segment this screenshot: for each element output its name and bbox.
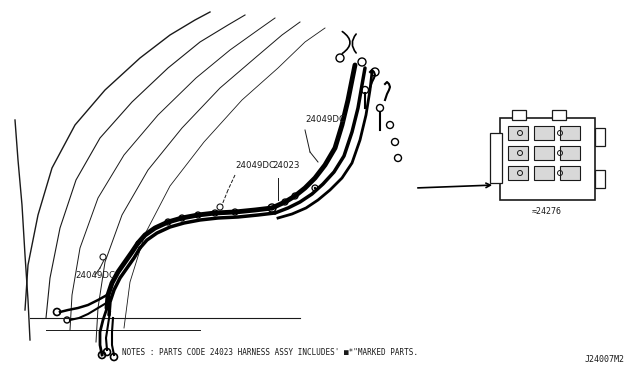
Bar xyxy=(534,126,554,140)
Circle shape xyxy=(234,211,236,213)
Bar xyxy=(552,110,566,120)
Bar xyxy=(534,146,554,160)
Circle shape xyxy=(314,187,316,189)
Circle shape xyxy=(284,201,286,203)
Bar xyxy=(512,110,526,120)
Bar xyxy=(560,166,580,180)
Circle shape xyxy=(214,212,216,214)
Text: 24049DC: 24049DC xyxy=(75,271,115,280)
Bar xyxy=(560,126,580,140)
Bar xyxy=(595,128,605,146)
Bar xyxy=(560,146,580,160)
Bar xyxy=(595,170,605,188)
Text: 24049DC: 24049DC xyxy=(305,115,345,124)
Text: ≂24276: ≂24276 xyxy=(532,207,562,216)
Text: 24049DC: 24049DC xyxy=(235,161,275,170)
Bar xyxy=(508,146,528,160)
Circle shape xyxy=(197,214,199,216)
Text: NOTES : PARTS CODE 24023 HARNESS ASSY INCLUDES' ■*"MARKED PARTS.: NOTES : PARTS CODE 24023 HARNESS ASSY IN… xyxy=(122,348,418,357)
Circle shape xyxy=(181,217,183,219)
Bar xyxy=(508,166,528,180)
Text: J24007M2: J24007M2 xyxy=(585,355,625,364)
Bar xyxy=(500,118,595,200)
Text: 24023: 24023 xyxy=(272,161,300,170)
Circle shape xyxy=(294,195,296,197)
Bar xyxy=(508,126,528,140)
Bar xyxy=(534,166,554,180)
Bar xyxy=(490,133,502,183)
Circle shape xyxy=(167,221,169,223)
